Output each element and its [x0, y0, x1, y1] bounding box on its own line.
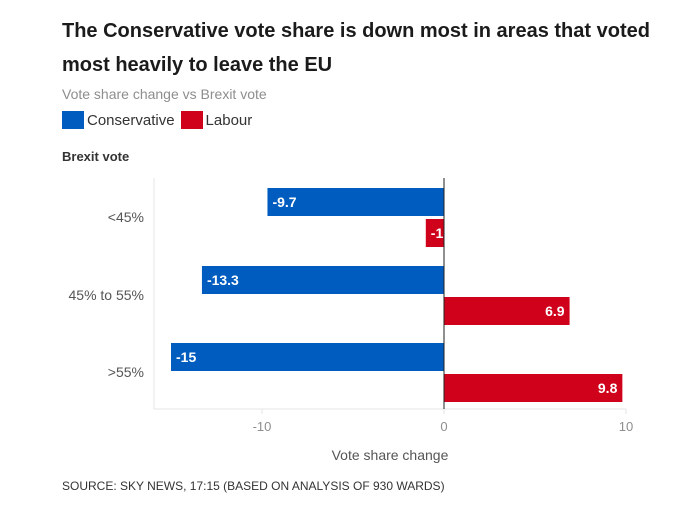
bar-conservative: [267, 188, 444, 216]
bar-value-label: 6.9: [545, 303, 565, 319]
legend-item-conservative: Conservative: [62, 111, 175, 129]
bar-conservative: [171, 343, 444, 371]
source-note: SOURCE: SKY NEWS, 17:15 (BASED ON ANALYS…: [62, 479, 445, 493]
chart-subtitle: Vote share change vs Brexit vote: [62, 86, 267, 102]
bar-value-label: -15: [176, 349, 196, 365]
bar-labour: [444, 297, 570, 325]
legend-item-labour: Labour: [180, 111, 253, 129]
bar-labour: [444, 374, 623, 402]
legend-label-conservative: Conservative: [87, 111, 175, 129]
category-axis-label: Brexit vote: [62, 149, 129, 164]
legend-swatch-labour: [180, 111, 203, 129]
category-label: <45%: [108, 209, 144, 225]
legend-swatch-conservative: [62, 111, 84, 129]
x-tick-label: -10: [253, 419, 272, 434]
bar-conservative: [201, 266, 444, 294]
legend-label-labour: Labour: [205, 111, 253, 129]
bar-chart: Brexit vote -10 0 10 Vote share change <45% 45…: [62, 149, 633, 463]
legend: Conservative Labour: [62, 110, 258, 130]
category-label: >55%: [108, 364, 144, 380]
bar-value-label: 9.8: [598, 380, 618, 396]
bar-value-label: -13.3: [207, 272, 239, 288]
x-tick-label: 0: [440, 419, 447, 434]
category-label: 45% to 55%: [69, 287, 145, 303]
bar-labour: [425, 219, 444, 247]
bar-value-label: -1: [431, 225, 444, 241]
chart-title: The Conservative vote share is down most…: [62, 20, 650, 76]
bar-value-label: -9.7: [272, 194, 296, 210]
x-tick-label: 10: [619, 419, 633, 434]
x-axis-title: Vote share change: [332, 447, 449, 463]
